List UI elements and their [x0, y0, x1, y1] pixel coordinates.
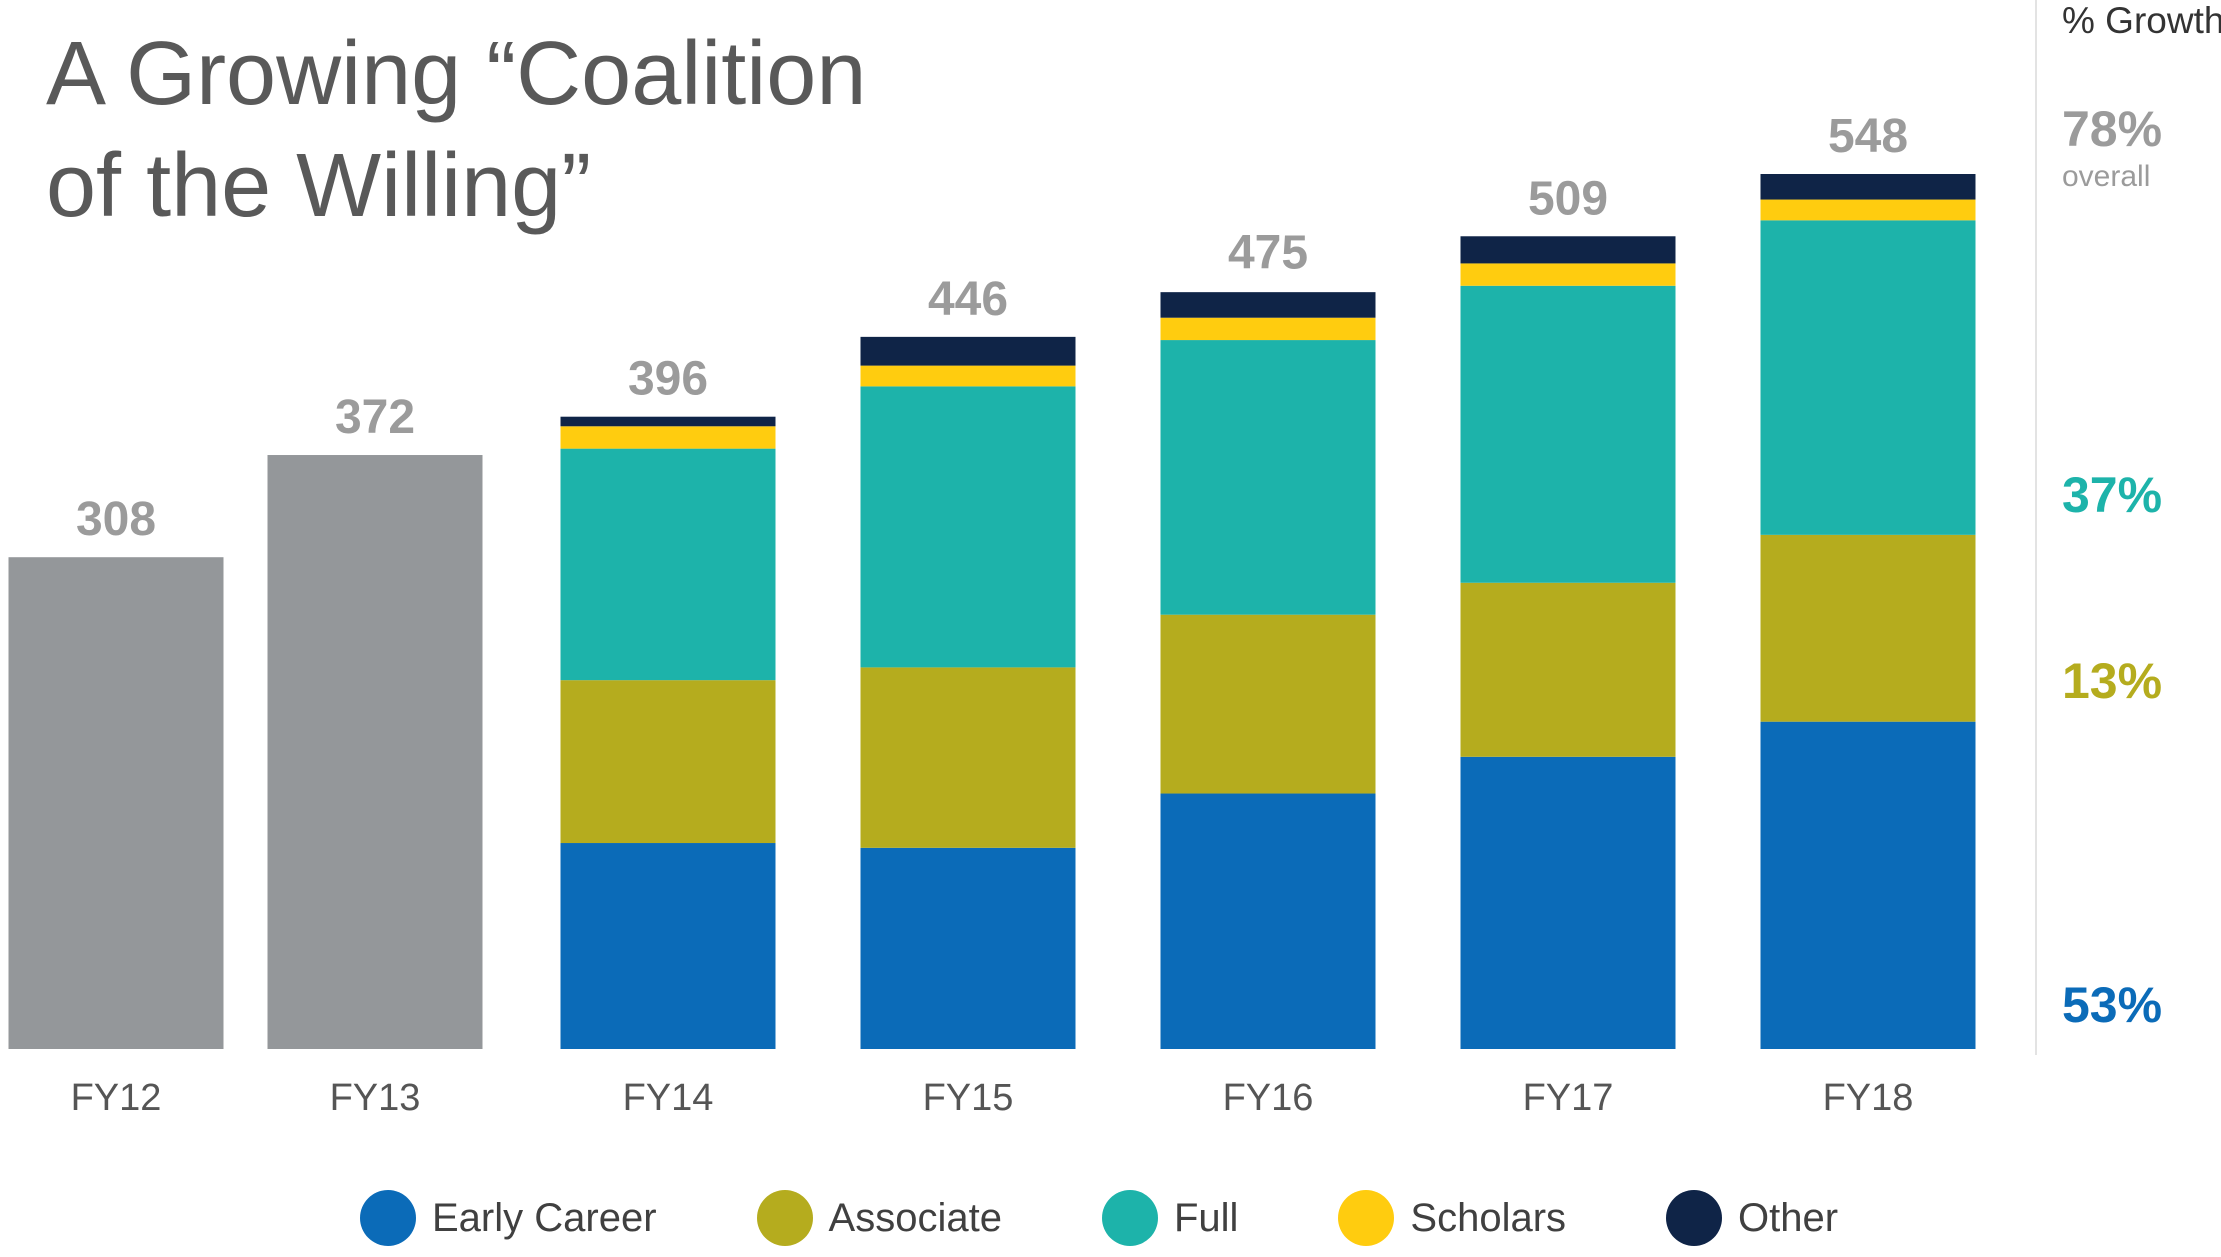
legend-swatch-associate	[756, 1190, 813, 1246]
growth-overall-value: 78%	[2062, 101, 2163, 157]
bar-fy18-full	[1760, 220, 1976, 535]
bar-fy16-full	[1160, 340, 1376, 615]
bar-fy15-associate	[860, 667, 1076, 848]
total-label-fy18: 548	[1828, 110, 1908, 163]
legend-item-early-career: Early Career	[360, 1190, 657, 1246]
bar-fy16-scholars	[1160, 317, 1376, 341]
bar-fy16-other	[1160, 292, 1376, 318]
legend-label-full: Full	[1173, 1195, 1239, 1240]
bar-fy18-associate	[1760, 534, 1976, 722]
legend-label-other: Other	[1738, 1195, 1839, 1240]
growth-header: % Growth	[2062, 0, 2221, 41]
bar-fy18-scholars	[1760, 199, 1976, 221]
x-tick-fy12: FY12	[71, 1077, 162, 1119]
legend-swatch-other	[1666, 1190, 1723, 1246]
x-tick-fy18: FY18	[1823, 1077, 1914, 1119]
bar-fy14-full	[560, 448, 776, 681]
legend-item-associate: Associate	[756, 1190, 1002, 1246]
total-label-fy17: 509	[1528, 172, 1608, 225]
chart-legend: Early Career Associate Full Scholars Oth…	[360, 1190, 1838, 1246]
bar-fy15-full	[860, 386, 1076, 668]
bar-fy17-full	[1460, 285, 1676, 583]
growth-full-value: 37%	[2062, 467, 2163, 523]
legend-item-scholars: Scholars	[1338, 1190, 1566, 1246]
total-label-fy14: 396	[628, 353, 708, 406]
legend-swatch-early-career	[360, 1190, 416, 1246]
bar-fy13-total	[267, 455, 483, 1049]
legend-label-early-career: Early Career	[432, 1195, 657, 1240]
bar-fy17-associate	[1460, 582, 1676, 757]
chart-title-line-2: of the Willing”	[46, 136, 592, 236]
bar-fy17-early-career	[1460, 756, 1676, 1049]
bar-fy15-early-career	[860, 847, 1076, 1049]
x-tick-fy13: FY13	[330, 1077, 421, 1119]
bar-fy17-scholars	[1460, 263, 1676, 286]
growth-associate-value: 13%	[2062, 653, 2163, 709]
growth-divider	[2035, 0, 2037, 1055]
x-tick-fy15: FY15	[923, 1077, 1014, 1119]
growth-early-career-value: 53%	[2062, 977, 2163, 1033]
x-tick-fy16: FY16	[1223, 1077, 1314, 1119]
bar-fy15-other	[860, 336, 1076, 366]
legend-item-other: Other	[1666, 1190, 1838, 1246]
total-label-fy12: 308	[76, 493, 156, 546]
legend-item-full: Full	[1101, 1190, 1239, 1246]
chart-title-line-1: A Growing “Coalition	[46, 24, 867, 124]
bar-fy17-other	[1460, 236, 1676, 264]
legend-swatch-scholars	[1338, 1190, 1395, 1246]
total-label-fy16: 475	[1228, 227, 1308, 280]
bar-fy14-associate	[560, 680, 776, 844]
total-label-fy15: 446	[928, 273, 1008, 326]
x-tick-fy17: FY17	[1523, 1077, 1614, 1119]
bar-fy14-early-career	[560, 843, 776, 1049]
chart-title: A Growing “Coalition of the Willing”	[46, 18, 866, 242]
total-label-fy13: 372	[335, 391, 415, 444]
x-tick-fy14: FY14	[623, 1077, 714, 1119]
bar-fy14-other	[560, 416, 776, 427]
bar-fy15-scholars	[860, 365, 1076, 387]
bar-fy14-scholars	[560, 426, 776, 449]
bar-fy16-early-career	[1160, 793, 1376, 1049]
growth-overall-label: overall	[2062, 160, 2151, 193]
legend-swatch-full	[1101, 1190, 1158, 1246]
bar-fy16-associate	[1160, 614, 1376, 794]
legend-label-scholars: Scholars	[1410, 1195, 1567, 1240]
bar-fy12-total	[8, 557, 224, 1049]
legend-label-associate: Associate	[828, 1195, 1002, 1240]
bar-fy18-early-career	[1760, 721, 1976, 1049]
bar-fy18-other	[1760, 174, 1976, 200]
